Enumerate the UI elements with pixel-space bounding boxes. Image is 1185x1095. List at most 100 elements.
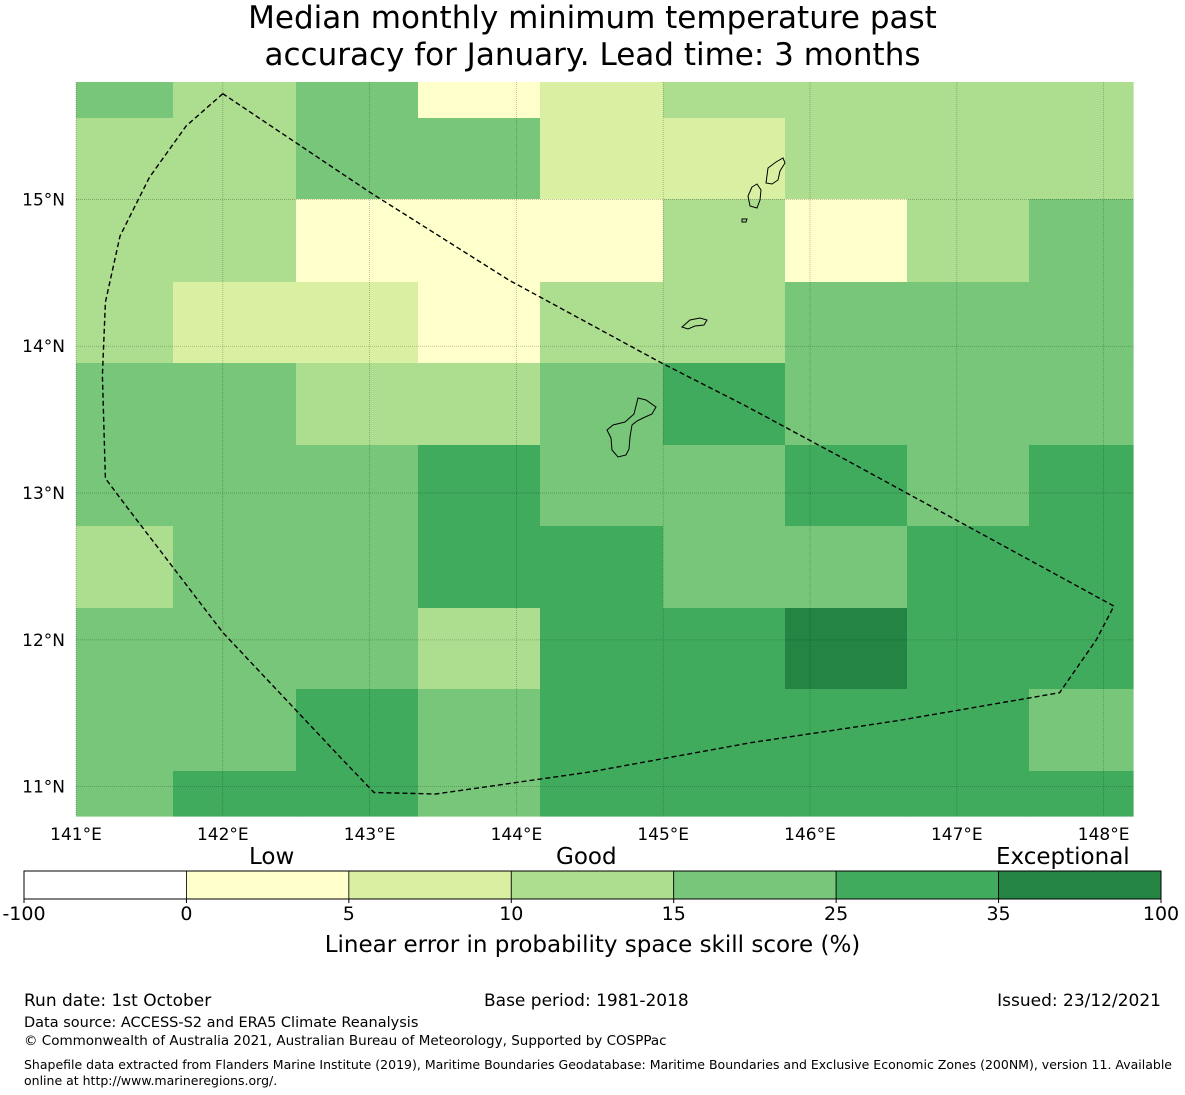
colorbar-swatch	[998, 870, 1162, 900]
colorbar-swatch	[510, 870, 675, 900]
colorbar-swatch	[186, 870, 350, 900]
skill-cell	[785, 118, 908, 200]
skill-cell	[540, 608, 664, 690]
skill-cell	[296, 445, 419, 527]
skill-cell	[785, 82, 908, 119]
skill-cell	[1029, 199, 1134, 283]
graticule	[75, 82, 1133, 816]
skill-cell	[663, 689, 786, 772]
longitude-label: 147°E	[931, 825, 983, 845]
skill-cell	[540, 689, 664, 772]
skill-cell	[663, 445, 786, 527]
skill-cell	[663, 199, 786, 283]
skill-cell	[1029, 771, 1134, 817]
skill-cell	[907, 689, 1030, 772]
skill-cell	[1029, 282, 1134, 364]
skill-cell	[540, 771, 664, 817]
base-period: Base period: 1981-2018	[484, 991, 689, 1011]
skill-cell	[540, 526, 664, 609]
colorbar-tick-label: 100	[1143, 903, 1179, 925]
skill-cell	[1029, 445, 1134, 527]
skill-cell	[418, 445, 541, 527]
skill-cell	[785, 445, 908, 527]
skill-cell	[76, 118, 174, 200]
latitude-label: 12°N	[22, 631, 65, 651]
colorbar-swatch	[348, 870, 512, 900]
skill-cell	[418, 363, 541, 446]
skill-cell	[418, 689, 541, 772]
skill-cell	[907, 608, 1030, 690]
skill-cell	[173, 363, 297, 446]
skill-cell	[663, 363, 786, 446]
colorbar-swatch	[23, 870, 187, 900]
skill-cell	[663, 82, 786, 119]
skill-cell	[785, 771, 908, 817]
skill-cell	[1029, 608, 1134, 690]
longitude-label: 148°E	[1078, 825, 1130, 845]
skill-cell	[540, 363, 664, 446]
skill-cell	[540, 282, 664, 364]
skill-cell	[907, 771, 1030, 817]
skill-cell	[785, 608, 908, 690]
longitude-label: 144°E	[491, 825, 543, 845]
skill-cell	[907, 82, 1030, 119]
skill-cell	[663, 282, 786, 364]
skill-cell	[296, 199, 419, 283]
skill-cell	[296, 118, 419, 200]
skill-cell	[785, 526, 908, 609]
colorbar-tick-label: 25	[824, 903, 848, 925]
longitude-label: 143°E	[344, 825, 396, 845]
skill-score-map: 141°E 142°E 143°E 144°E 145°E 146°E 147°E 148°E…	[2, 82, 1179, 925]
island-tinian	[747, 183, 762, 209]
skill-cell	[296, 689, 419, 772]
island-aguijan	[741, 218, 748, 223]
run-date: Run date: 1st October	[24, 991, 212, 1011]
longitude-label: 141°E	[50, 825, 102, 845]
latitude-label: 15°N	[22, 190, 65, 210]
shapefile-credit: Shapefile data extracted from Flanders M…	[24, 1057, 1172, 1088]
longitude-labels: 141°E 142°E 143°E 144°E 145°E 146°E 147°E 148°E	[50, 825, 1129, 845]
skill-cell	[540, 199, 664, 283]
skill-cell	[296, 771, 419, 817]
colorbar-tick-label: 10	[499, 903, 523, 925]
skill-cell	[1029, 82, 1134, 119]
skill-cell	[785, 199, 908, 283]
skill-cell	[296, 82, 419, 119]
skill-cell	[76, 199, 174, 283]
skill-cell	[76, 771, 174, 817]
colorbar-category-good: Good	[556, 844, 617, 870]
latitude-labels: 15°N 14°N 13°N 12°N 11°N	[22, 190, 65, 797]
skill-cell	[173, 608, 297, 690]
skill-cell	[1029, 363, 1134, 446]
skill-cell	[418, 282, 541, 364]
skill-cell	[418, 608, 541, 690]
skill-cell	[907, 118, 1030, 200]
skill-cell	[663, 526, 786, 609]
map-title: Median monthly minimum temperature past …	[0, 0, 1185, 74]
skill-cell	[418, 526, 541, 609]
skill-cell	[76, 363, 174, 446]
skill-cell	[785, 282, 908, 364]
colorbar-tick-label: 35	[986, 903, 1010, 925]
island-guam	[606, 397, 657, 458]
skill-cell	[418, 199, 541, 283]
skill-cell	[1029, 689, 1134, 772]
skill-cell	[296, 526, 419, 609]
colorbar: -100 0 5 10 15 25 35 100	[2, 870, 1179, 925]
skill-cell	[663, 608, 786, 690]
skill-cell	[1029, 526, 1134, 609]
skill-cell	[76, 526, 174, 609]
skill-cell	[785, 363, 908, 446]
skill-cell	[418, 118, 541, 200]
skill-cell	[76, 608, 174, 690]
skill-cell	[296, 608, 419, 690]
colorbar-tick-label: 0	[180, 903, 192, 925]
skill-cell	[907, 526, 1030, 609]
colorbar-tick-label: 5	[343, 903, 355, 925]
map-title-line-1: Median monthly minimum temperature past	[248, 0, 937, 36]
skill-cell	[296, 363, 419, 446]
colorbar-swatch	[673, 870, 837, 900]
skill-cell	[785, 689, 908, 772]
skill-cell	[173, 118, 297, 200]
colorbar-tick-label: -100	[2, 903, 45, 925]
